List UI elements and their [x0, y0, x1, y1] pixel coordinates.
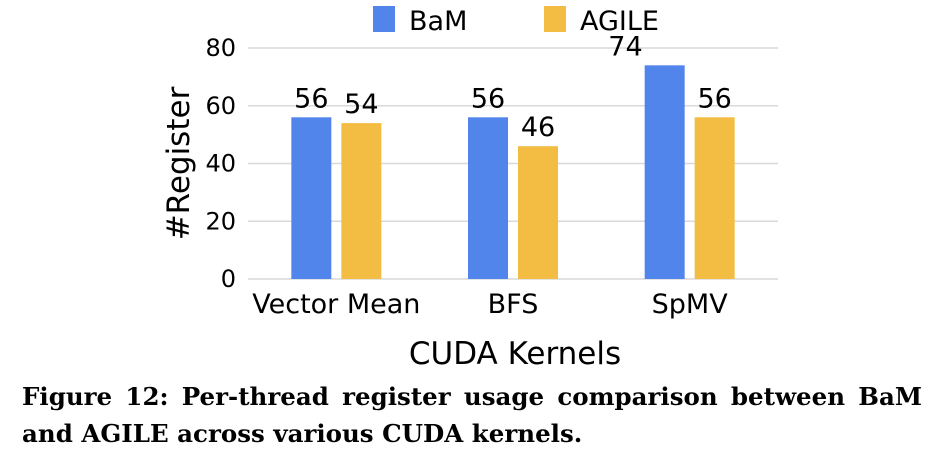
x-tick-label-spmv: SpMV — [652, 289, 729, 320]
gridlines — [248, 47, 778, 280]
legend-swatch-agile — [544, 6, 566, 32]
value-label-bam-bfs: 56 — [471, 83, 505, 114]
y-tick-label-0: 0 — [221, 265, 236, 293]
y-tick-label-40: 40 — [205, 150, 236, 178]
bar-agile-spmv — [694, 117, 735, 279]
bar-chart: BaM AGILE 0 20 40 60 80 56 54 56 46 74 56 Vector M… — [161, 6, 778, 372]
bar-bam-vector-mean — [291, 117, 332, 279]
bar-bam-spmv — [644, 65, 685, 279]
figure-caption: Figure 12: Per-thread register usage com… — [22, 382, 922, 448]
bars — [291, 65, 735, 279]
x-axis-title: CUDA Kernels — [409, 336, 621, 372]
y-tick-label-60: 60 — [205, 92, 236, 120]
y-tick-label-20: 20 — [205, 207, 236, 235]
x-tick-label-vector-mean: Vector Mean — [252, 289, 420, 320]
bar-bam-bfs — [468, 117, 508, 279]
value-label-agile-vector-mean: 54 — [344, 89, 378, 120]
y-axis-title: #Register — [161, 86, 197, 240]
bar-agile-vector-mean — [341, 123, 382, 279]
y-tick-label-80: 80 — [205, 34, 236, 62]
value-label-bam-vector-mean: 56 — [294, 83, 328, 114]
legend-label-agile: AGILE — [580, 6, 659, 37]
y-tick-labels: 0 20 40 60 80 — [205, 34, 236, 293]
x-tick-label-bfs: BFS — [488, 289, 539, 320]
value-labels: 56 54 56 46 74 56 — [294, 31, 732, 143]
legend-label-bam: BaM — [409, 6, 467, 37]
x-tick-labels: Vector Mean BFS SpMV — [252, 289, 728, 320]
value-label-bam-spmv: 74 — [608, 31, 642, 62]
legend-swatch-bam — [373, 6, 395, 32]
value-label-agile-spmv: 56 — [697, 83, 731, 114]
bar-agile-bfs — [518, 146, 558, 279]
legend: BaM AGILE — [373, 6, 659, 37]
value-label-agile-bfs: 46 — [521, 112, 555, 143]
